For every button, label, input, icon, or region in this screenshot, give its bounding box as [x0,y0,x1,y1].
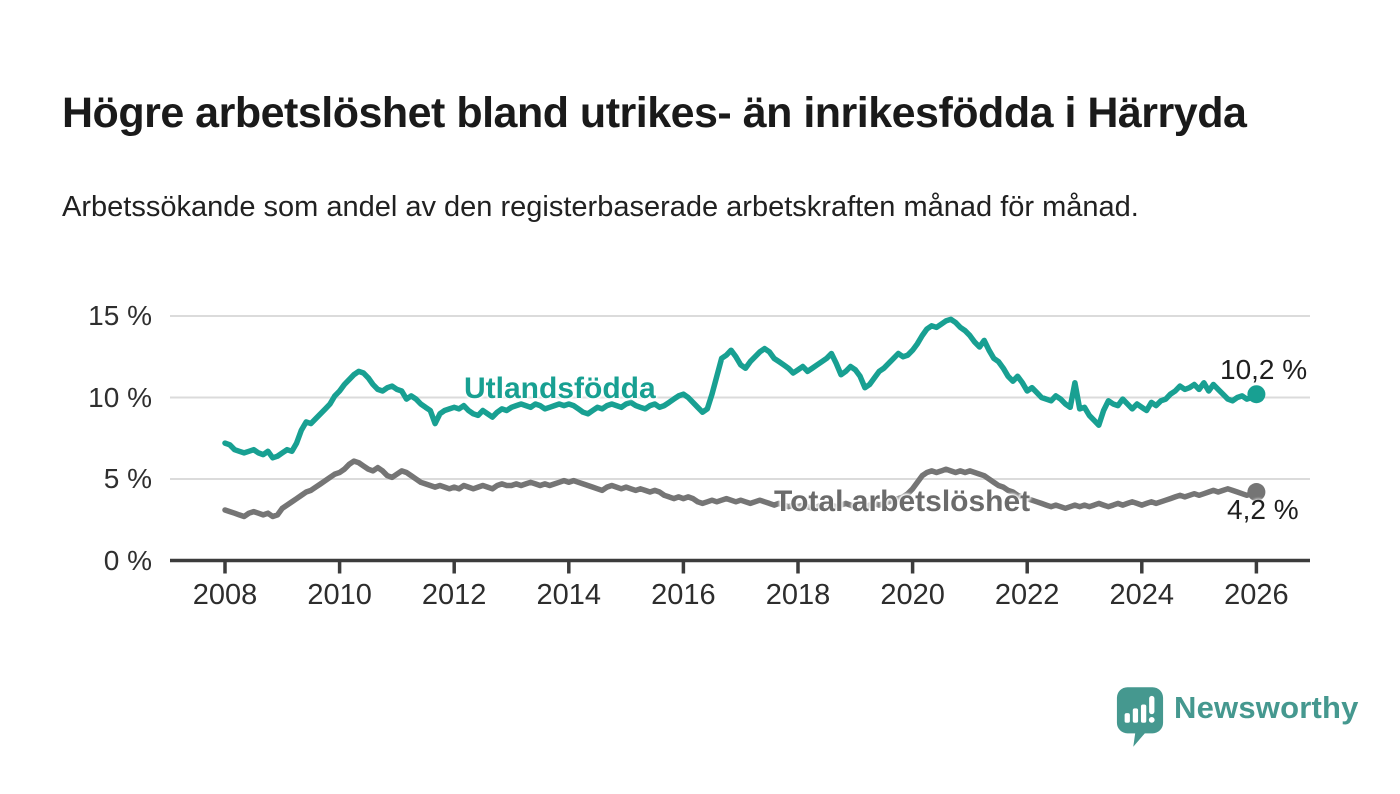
brand-name: Newsworthy [1174,690,1359,725]
x-axis-label-2022: 2022 [994,579,1060,611]
series-line-1 [222,458,1260,520]
y-axis-label-15: 15 % [88,300,152,331]
page-title: Högre arbetslöshet bland utrikes- än inr… [62,88,1247,137]
x-axis-label-2016: 2016 [651,579,716,611]
end-value-label-utlandsfodda: 10,2 % [1220,354,1308,385]
brand-footer: Newsworthy [1115,684,1365,754]
x-axis-label-2012: 2012 [421,579,487,611]
newsworthy-logo-icon [1116,687,1164,747]
series-label-total-arbetsloshet: Total arbetslöshet [774,485,1031,518]
series-end-dot-0 [1247,385,1266,404]
x-axis-label-2026: 2026 [1224,579,1289,611]
series-end-dot-1 [1247,483,1266,502]
series-line-0 [222,316,1260,461]
y-axis-label-5: 5 % [103,463,152,494]
x-axis-label-2014: 2014 [536,579,602,611]
y-axis-label-0: 0 % [103,544,152,576]
x-axis-label-2008: 2008 [192,579,258,611]
x-axis-label-2020: 2020 [880,579,945,611]
chart-subtitle: Arbetssökande som andel av den registerb… [62,191,1139,223]
x-axis-label-2010: 2010 [307,579,372,611]
series-label-utlandsfodda: Utlandsfödda [464,372,656,405]
y-axis-label-10: 10 % [88,381,152,413]
end-value-label-total: 4,2 % [1227,494,1299,525]
x-axis-label-2018: 2018 [765,579,831,611]
x-axis-label-2024: 2024 [1109,579,1175,611]
